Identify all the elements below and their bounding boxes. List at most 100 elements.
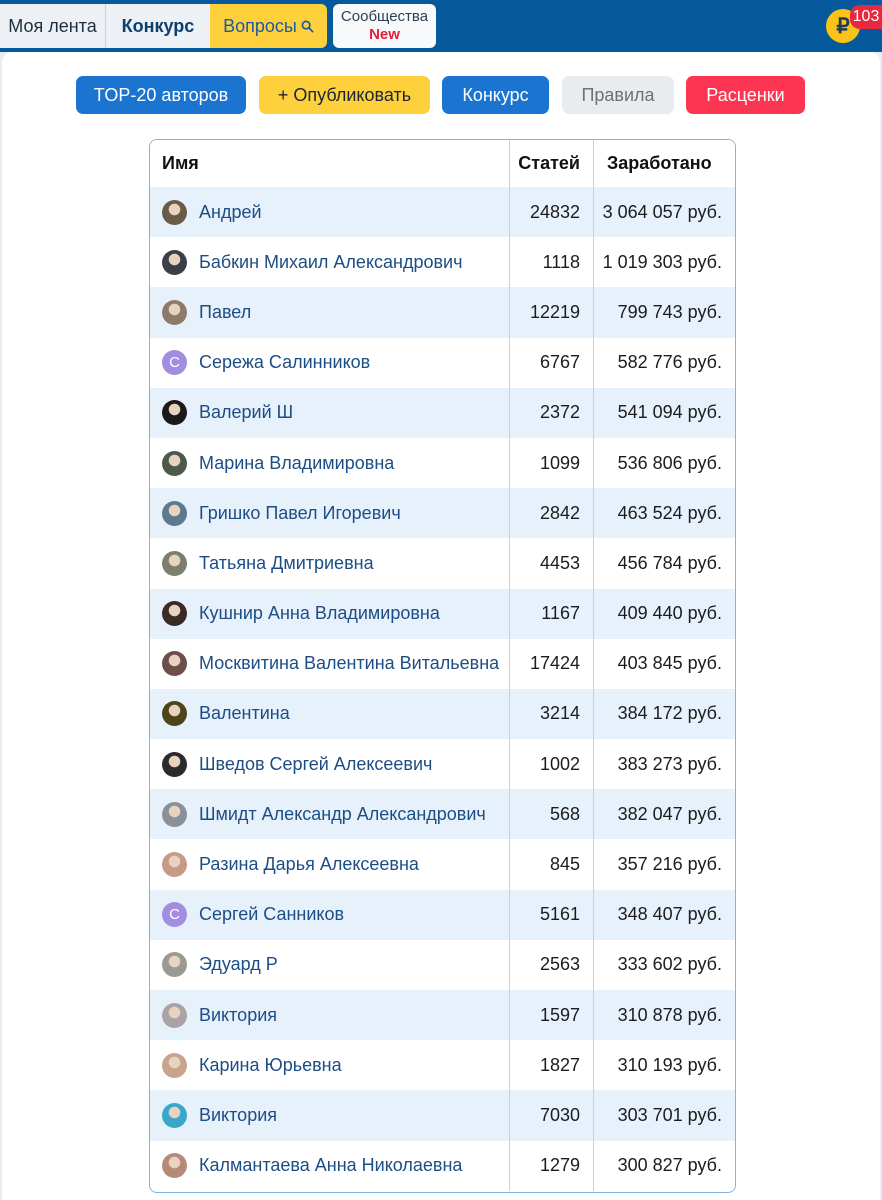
author-name-link[interactable]: Гришко Павел Игоревич — [199, 502, 401, 523]
earned-amount: 310 878 руб. — [617, 1004, 722, 1025]
search-icon — [301, 20, 314, 32]
avatar[interactable] — [162, 801, 187, 827]
author-cell: Кушнир Анна Владимировна — [150, 588, 510, 639]
articles-count: 6767 — [510, 337, 594, 388]
avatar-letter[interactable]: С — [162, 902, 187, 928]
articles-count: 2842 — [510, 488, 594, 539]
earned-amount: 384 172 руб. — [617, 703, 722, 724]
table-row: С Сережа Салинников 6767 582 776 руб. — [150, 337, 735, 388]
top-navbar: Моя лента Конкурс Вопросы Сообщества New… — [0, 0, 882, 52]
table-row: Разина Дарья Алексеевна 845 357 216 руб. — [150, 839, 735, 890]
articles-count: 845 — [510, 839, 594, 890]
earned-amount: 333 602 руб. — [617, 954, 722, 975]
avatar[interactable] — [162, 299, 187, 325]
author-name-link[interactable]: Эдуард Р — [199, 954, 278, 975]
author-name-link[interactable]: Виктория — [199, 1104, 278, 1125]
authors-table: Имя Статей Заработано Андрей 24832 3 064 0… — [149, 139, 736, 1193]
avatar[interactable] — [162, 952, 187, 978]
author-name-link[interactable]: Марина Владимировна — [199, 452, 395, 473]
earned-amount: 1 019 303 руб. — [602, 251, 722, 272]
articles-count: 3214 — [510, 688, 594, 740]
earned-amount: 300 827 руб. — [617, 1155, 722, 1176]
tab-my-feed[interactable]: Моя лента — [0, 4, 106, 48]
table-row: Бабкин Михаил Александрович 1118 1 019 303… — [150, 237, 735, 288]
author-cell: Марина Владимировна — [150, 437, 510, 489]
author-name-link[interactable]: Татьяна Дмитриевна — [199, 552, 374, 573]
table-header: Имя Статей Заработано — [150, 140, 735, 187]
author-cell: Москвитина Валентина Витальевна — [150, 638, 510, 689]
avatar[interactable] — [162, 1052, 187, 1078]
tab-contest[interactable]: Конкурс — [106, 4, 210, 48]
earned-amount: 348 407 руб. — [617, 904, 722, 925]
table-row: Шмидт Александр Александрович 568 382 047 … — [150, 789, 735, 840]
tab-questions[interactable]: Вопросы — [210, 4, 327, 48]
author-cell: Карина Юрьевна — [150, 1040, 510, 1091]
table-row: Виктория 1597 310 878 руб. — [150, 990, 735, 1041]
author-name-link[interactable]: Разина Дарья Алексеевна — [199, 854, 419, 875]
articles-count: 24832 — [510, 187, 594, 238]
avatar[interactable] — [162, 400, 187, 426]
avatar[interactable] — [162, 249, 187, 275]
table-row: Эдуард Р 2563 333 602 руб. — [150, 939, 735, 990]
table-row: Павел 12219 799 743 руб. — [150, 287, 735, 338]
table-row: Калмантаева Анна Николаевна 1279 300 827 р… — [150, 1140, 735, 1191]
author-name-link[interactable]: Москвитина Валентина Витальевна — [199, 653, 500, 674]
author-name-link[interactable]: Шмидт Александр Александрович — [199, 803, 486, 824]
avatar[interactable] — [162, 199, 187, 225]
author-cell: Калмантаева Анна Николаевна — [150, 1140, 510, 1191]
author-name-link[interactable]: Карина Юрьевна — [199, 1054, 342, 1075]
table-row: Гришко Павел Игоревич 2842 463 524 руб. — [150, 488, 735, 539]
avatar[interactable] — [162, 450, 187, 476]
author-name-link[interactable]: Андрей — [199, 201, 262, 222]
articles-count: 1118 — [510, 237, 594, 288]
table-row: Марина Владимировна 1099 536 806 руб. — [150, 437, 735, 489]
table-row: Москвитина Валентина Витальевна 17424 403 … — [150, 638, 735, 689]
prices-button[interactable]: Расценки — [686, 76, 805, 114]
articles-count: 568 — [510, 789, 594, 840]
publish-button[interactable]: + Опубликовать — [259, 76, 430, 114]
tab-communities[interactable]: Сообщества New — [333, 4, 436, 48]
earned-amount: 310 193 руб. — [617, 1054, 722, 1075]
avatar[interactable] — [162, 601, 187, 627]
author-name-link[interactable]: Сергей Санников — [199, 904, 345, 925]
author-name-link[interactable]: Калмантаева Анна Николаевна — [199, 1155, 463, 1176]
avatar[interactable] — [162, 1002, 187, 1028]
author-cell: С Сережа Салинников — [150, 337, 510, 388]
earned-amount: 403 845 руб. — [617, 653, 722, 674]
table-row: Карина Юрьевна 1827 310 193 руб. — [150, 1040, 735, 1091]
header-articles: Статей — [510, 140, 594, 187]
avatar[interactable] — [162, 651, 187, 677]
articles-count: 1597 — [510, 990, 594, 1041]
earned-amount: 541 094 руб. — [617, 402, 722, 423]
table-row: С Сергей Санников 5161 348 407 руб. — [150, 889, 735, 940]
rules-button[interactable]: Правила — [562, 76, 674, 114]
top20-authors-button[interactable]: TOP-20 авторов — [76, 76, 246, 114]
author-name-link[interactable]: Валерий Ш — [199, 402, 294, 423]
author-name-link[interactable]: Бабкин Михаил Александрович — [199, 251, 463, 272]
author-name-link[interactable]: Сережа Салинников — [199, 352, 371, 373]
author-name-link[interactable]: Павел — [199, 301, 252, 322]
author-cell: Павел — [150, 287, 510, 338]
author-cell: Шведов Сергей Алексеевич — [150, 739, 510, 790]
earned-amount: 536 806 руб. — [617, 452, 722, 473]
avatar-letter[interactable]: С — [162, 350, 187, 376]
coin-count-badge: 103 — [850, 5, 882, 29]
avatar[interactable] — [162, 701, 187, 727]
author-name-link[interactable]: Шведов Сергей Алексеевич — [199, 753, 433, 774]
contest-button[interactable]: Конкурс — [442, 76, 549, 114]
avatar[interactable] — [162, 1102, 187, 1128]
author-name-link[interactable]: Виктория — [199, 1004, 278, 1025]
new-badge: New — [369, 26, 400, 43]
author-cell: Разина Дарья Алексеевна — [150, 839, 510, 890]
author-name-link[interactable]: Валентина — [199, 703, 290, 724]
author-name-link[interactable]: Кушнир Анна Владимировна — [199, 603, 440, 624]
articles-count: 2372 — [510, 387, 594, 438]
articles-count: 7030 — [510, 1090, 594, 1141]
avatar[interactable] — [162, 1153, 187, 1179]
avatar[interactable] — [162, 550, 187, 576]
earned-amount: 463 524 руб. — [617, 502, 722, 523]
earned-amount: 357 216 руб. — [617, 854, 722, 875]
avatar[interactable] — [162, 500, 187, 526]
avatar[interactable] — [162, 852, 187, 878]
avatar[interactable] — [162, 751, 187, 777]
